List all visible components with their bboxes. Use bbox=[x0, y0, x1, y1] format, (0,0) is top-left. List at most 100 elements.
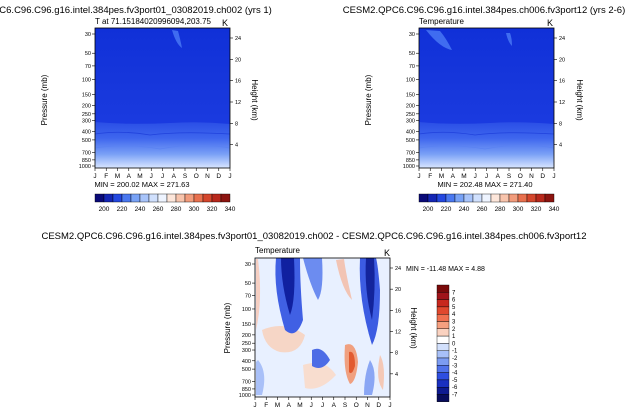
panel-3-y-right-tick-label: 20 bbox=[395, 287, 401, 293]
panel-3-plot bbox=[254, 257, 391, 398]
panel-2-y-tick-label: 30 bbox=[409, 32, 415, 38]
panel-2-colorbar-label: 220 bbox=[441, 206, 452, 213]
panel-3-y-tick-label: 300 bbox=[242, 348, 251, 354]
panel-1-x-tick-label: J bbox=[150, 173, 153, 180]
panel-3-y-right-tick-label: 4 bbox=[395, 372, 398, 378]
panel-1-x-tick-label: J bbox=[161, 173, 164, 180]
panel-1-colorbar-swatch bbox=[103, 193, 114, 203]
panel-3-x-tick-label: F bbox=[264, 402, 268, 409]
panel-1-x-tick-label: A bbox=[172, 173, 177, 180]
panel-3-x-tick-label: J bbox=[321, 402, 324, 409]
panel-1-colorbar-label: 260 bbox=[153, 206, 164, 213]
panel-3-colorbar-swatch bbox=[436, 379, 450, 388]
panel-1-colorbar-swatch bbox=[148, 193, 159, 203]
panel-2-colorbar-label: 200 bbox=[423, 206, 434, 213]
panel-1-colorbar-swatch bbox=[94, 193, 105, 203]
panel-1-colorbar-swatch bbox=[175, 193, 186, 203]
panel-2-ylabel: Pressure (mb) bbox=[364, 74, 373, 125]
panel-2-colorbar-label: 300 bbox=[513, 206, 524, 213]
panel-2-colorbar-swatch bbox=[544, 193, 555, 203]
panel-3-y-tick-label: 850 bbox=[242, 387, 251, 393]
panel-3-y-tick-label: 500 bbox=[242, 367, 251, 373]
panel-1-y-right-tick-label: 16 bbox=[235, 79, 241, 85]
panel-3-colorbar-swatch bbox=[436, 343, 450, 351]
panel-3-colorbar-label: -6 bbox=[452, 385, 458, 391]
panel-3-negative-region bbox=[256, 360, 265, 395]
panel-1-plot bbox=[94, 27, 231, 169]
panel-3-negative-core bbox=[365, 258, 375, 320]
panel-3-colorbar-label: 4 bbox=[452, 312, 456, 318]
panel-3-y-tick-label: 1000 bbox=[239, 393, 251, 399]
panel-1-y-right-tick-label: 8 bbox=[235, 121, 238, 127]
panel-2-x-tick-label: J bbox=[485, 173, 488, 180]
panel-2-x-tick-label: D bbox=[540, 173, 545, 180]
panel-2-colorbar-swatch bbox=[427, 193, 438, 203]
panel-2-y-right-tick-label: 12 bbox=[559, 100, 565, 106]
panel-3: CESM2.QPC6.C96.C96.g16.intel.384pes.fv3p… bbox=[41, 231, 586, 409]
panel-3-colorbar-swatch bbox=[436, 299, 450, 308]
panel-3-y-right-tick-label: 16 bbox=[395, 308, 401, 314]
panel-3-colorbar-label: -3 bbox=[452, 363, 458, 369]
panel-2-y-tick-label: 700 bbox=[406, 151, 415, 157]
panel-2-y-tick-label: 50 bbox=[409, 51, 415, 57]
panel-2-y-tick-label: 200 bbox=[406, 103, 415, 109]
panel-1-y-tick-label: 400 bbox=[82, 130, 91, 136]
panel-1-x-tick-label: J bbox=[228, 173, 231, 180]
panel-2-title: CESM2.QPC6.C96.C96.g16.intel.384pes.ch00… bbox=[343, 5, 626, 16]
panel-2-plot bbox=[418, 27, 555, 169]
panel-3-y-right-tick-label: 8 bbox=[395, 351, 398, 357]
panel-3-x-tick-label: J bbox=[310, 402, 313, 409]
panel-3-x-tick-label: J bbox=[388, 402, 391, 409]
panel-1-x-tick-label: N bbox=[205, 173, 210, 180]
panel-1-colorbar-swatch bbox=[166, 193, 177, 203]
panel-3-colorbar-label: 1 bbox=[452, 334, 456, 340]
panel-1-upper-field bbox=[95, 28, 230, 124]
panel-1-ticks: J F M A M J J A S O N D J305070100150200250300400500… bbox=[79, 32, 241, 180]
panel-3-colorbar-swatch bbox=[436, 357, 450, 366]
panel-1-x-tick-label: M bbox=[137, 173, 142, 180]
panel-2-colorbar-swatch bbox=[463, 193, 474, 203]
panel-3-negative-core bbox=[281, 258, 295, 315]
panel-1-colorbar-label: 340 bbox=[225, 206, 236, 213]
panel-3-colorbar-label: 6 bbox=[452, 298, 456, 304]
panel-3-x-tick-label: A bbox=[287, 402, 292, 409]
panel-1-y-tick-label: 70 bbox=[85, 64, 91, 70]
panel-2-x-tick-label: J bbox=[417, 173, 420, 180]
panel-3-positive-region bbox=[336, 259, 352, 300]
panel-1-colorbar-label: 280 bbox=[171, 206, 182, 213]
panel-3-negative-region bbox=[303, 258, 323, 300]
panel-3-colorbar-label: -4 bbox=[452, 371, 458, 377]
panel-3-colorbar-label: -5 bbox=[452, 378, 458, 384]
panel-1-x-tick-label: M bbox=[115, 173, 120, 180]
panel-2-y-tick-label: 850 bbox=[406, 158, 415, 164]
panel-2-x-tick-label: M bbox=[439, 173, 444, 180]
panel-1-colorbar-swatch bbox=[139, 193, 150, 203]
panel-2-colorbar: 200 220 240 260 280 300 320 340 bbox=[418, 193, 560, 213]
panel-3-colorbar-swatch bbox=[436, 365, 450, 373]
panel-1-x-tick-label: J bbox=[93, 173, 96, 180]
panel-2-x-tick-label: F bbox=[428, 173, 432, 180]
panel-2-colorbar-swatch bbox=[418, 193, 429, 203]
panel-3-positive-region bbox=[303, 362, 336, 389]
panel-3-stats: MIN = -11.48 MAX = 4.88 bbox=[406, 266, 485, 273]
panel-3-colorbar-swatch bbox=[436, 321, 450, 330]
panel-3-colorbar-label: 2 bbox=[452, 327, 456, 333]
panel-1-title: CESM2.QPC6.C96.C96.g16.intel.384pes.fv3p… bbox=[0, 5, 272, 16]
panel-3-x-tick-label: O bbox=[354, 402, 359, 409]
panel-2-colorbar-swatch bbox=[490, 193, 501, 203]
panel-2-y-right-tick-label: 20 bbox=[559, 57, 565, 63]
panel-1-x-tick-label: F bbox=[104, 173, 108, 180]
panel-2-x-tick-label: N bbox=[529, 173, 534, 180]
panel-1-contour bbox=[94, 131, 231, 136]
panel-1-y-tick-label: 850 bbox=[82, 158, 91, 164]
panel-2-colorbar-swatch bbox=[445, 193, 456, 203]
panel-1-colorbar: 200 220 240 260 280 300 320 340 bbox=[94, 193, 236, 213]
panel-3-positive-region bbox=[378, 355, 384, 390]
panel-1-colorbar-label: 220 bbox=[117, 206, 128, 213]
panel-1-colorbar-label: 240 bbox=[135, 206, 146, 213]
panel-1-y-right-tick-label: 20 bbox=[235, 57, 241, 63]
panel-2: CESM2.QPC6.C96.C96.g16.intel.384pes.ch00… bbox=[343, 5, 626, 189]
panel-2-x-tick-label: M bbox=[461, 173, 466, 180]
panel-3-colorbar-swatch bbox=[436, 328, 450, 337]
panel-2-x-tick-label: S bbox=[507, 173, 512, 180]
